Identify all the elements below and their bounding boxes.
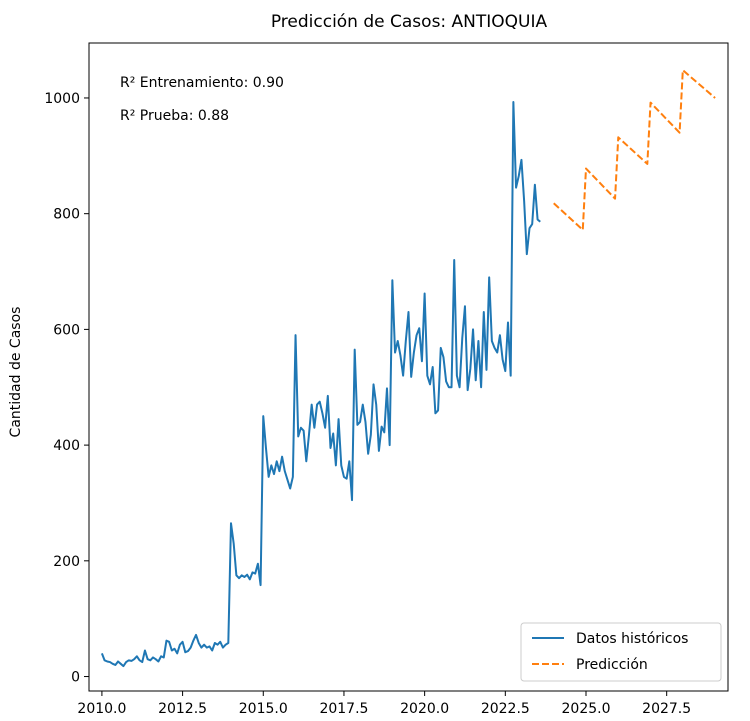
legend-box (520, 622, 722, 682)
x-tick-label: 2012.5 (158, 701, 207, 717)
y-tick-label: 800 (53, 207, 80, 223)
plot-frame (88, 42, 729, 692)
annotations: R² Entrenamiento: 0.90 R² Prueba: 0.88 (120, 75, 284, 124)
x-tick-label: 2010.0 (77, 701, 126, 717)
x-tick-label: 2017.5 (319, 701, 368, 717)
y-axis-label: Cantidad de Casos (8, 307, 24, 438)
y-tick-label: 400 (53, 438, 80, 454)
x-tick-label: 2027.5 (642, 701, 691, 717)
y-tick-label: 200 (53, 554, 80, 570)
r2-train-annotation: R² Entrenamiento: 0.90 (120, 75, 284, 91)
legend-label-historical: Datos históricos (576, 631, 688, 647)
x-tick-label: 2015.0 (239, 701, 288, 717)
chart-title: Predicción de Casos: ANTIOQUIA (271, 12, 548, 32)
legend: Datos históricos Predicción (520, 622, 722, 682)
legend-label-prediction: Predicción (576, 657, 648, 673)
x-tick-label: 2022.5 (481, 701, 530, 717)
x-tick-label: 2025.0 (562, 701, 611, 717)
plot-area (100, 69, 716, 668)
y-tick-label: 0 (71, 670, 80, 686)
x-axis: 2010.0 2012.5 2015.0 2017.5 2020.0 2022.5 2025… (77, 691, 691, 717)
prediction-line (553, 69, 716, 231)
y-tick-label: 600 (53, 322, 80, 338)
historical-data-line (100, 101, 541, 668)
x-tick-label: 2020.0 (400, 701, 449, 717)
y-tick-label: 1000 (44, 91, 80, 107)
y-axis: 0 200 400 600 800 1000 (44, 91, 89, 686)
r2-test-annotation: R² Prueba: 0.88 (120, 108, 229, 124)
